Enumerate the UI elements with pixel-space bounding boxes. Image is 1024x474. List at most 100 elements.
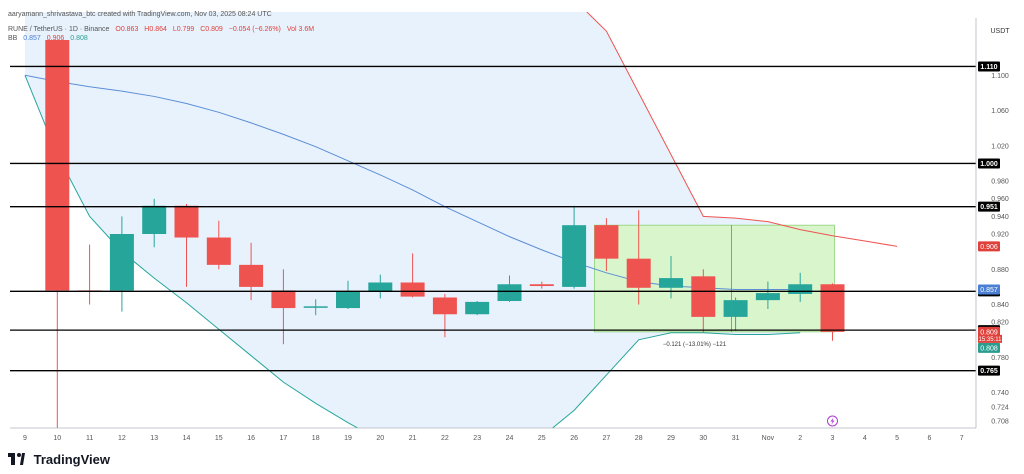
- change-value: −0.054 (−6.26%): [228, 26, 281, 33]
- x-tick-label: 10: [53, 435, 61, 442]
- x-tick-label: 14: [183, 435, 191, 442]
- candle-body: [400, 282, 425, 297]
- level-tag-0.951: 0.951: [978, 201, 1000, 212]
- y-tick-label: 0.740: [991, 390, 1009, 397]
- countdown-bg: [978, 334, 1002, 343]
- candle-20: [368, 274, 393, 299]
- bb-lower-value: 0.808: [70, 35, 88, 42]
- price-tag-0.808: 0.808: [978, 342, 1000, 353]
- y-tick-label: 1.060: [991, 108, 1009, 115]
- candle-11: [77, 244, 102, 305]
- flash-icon-bolt: [830, 417, 835, 425]
- x-tick-label: 13: [150, 435, 158, 442]
- countdown-text: 15:35:11: [979, 337, 1003, 343]
- y-tick-label: 0.960: [991, 196, 1009, 203]
- candle-19: [336, 280, 360, 309]
- x-tick-label: 3: [831, 435, 835, 442]
- price-tag-0.906: 0.906: [978, 241, 1000, 252]
- x-tick-label: 24: [506, 435, 514, 442]
- x-tick-label: 27: [603, 435, 611, 442]
- open-value: O0.863: [115, 26, 139, 33]
- candle-body: [465, 301, 490, 315]
- candle-body: [432, 297, 457, 315]
- x-tick-label: 29: [667, 435, 675, 442]
- y-tick-label: 1.020: [991, 143, 1009, 150]
- level-tag-0.765: 0.765: [978, 365, 1000, 376]
- price-tag-0.857: 0.857: [978, 284, 1000, 295]
- countdown-tag: 15:35:11: [978, 334, 1003, 343]
- candle-26: [562, 205, 587, 289]
- candle-2: [788, 272, 813, 302]
- candle-12: [109, 216, 134, 312]
- candle-body: [174, 205, 199, 238]
- candle-body: [142, 205, 167, 234]
- level-tag-bg: [978, 158, 1000, 169]
- candle-body: [336, 291, 360, 309]
- candle-body: [659, 278, 683, 288]
- candle-17: [271, 269, 296, 345]
- x-tick-label: Nov: [762, 435, 775, 442]
- candle-25: [529, 281, 554, 289]
- y-tick-label: 1.100: [991, 73, 1009, 80]
- measure-label: −0.121 (−13.01%) −121: [663, 342, 727, 348]
- x-tick-label: 15: [215, 435, 223, 442]
- x-tick-label: 4: [863, 435, 867, 442]
- price-tag-text: 0.906: [980, 244, 998, 251]
- candle-body: [303, 306, 328, 308]
- tradingview-logo-icon: [8, 453, 26, 465]
- currency-label: USDT: [990, 28, 1010, 35]
- candle-body: [562, 225, 587, 287]
- volume-value: Vol 3.6M: [286, 26, 315, 33]
- ohlc-legend: RUNE / TetherUS · 1D · Binance O0.863 H0…: [8, 26, 318, 33]
- x-tick-label: 6: [927, 435, 931, 442]
- price-tag-text: 0.808: [980, 345, 998, 352]
- close-value: C0.809: [200, 26, 223, 33]
- y-tick-label: 0.940: [991, 214, 1009, 221]
- price-tag-bg: [978, 326, 1000, 337]
- level-tag-1: 1.000: [978, 158, 1000, 169]
- candle-body: [109, 234, 134, 291]
- candle-21: [400, 253, 425, 298]
- candle-body: [45, 40, 70, 291]
- x-tick-label: 31: [732, 435, 740, 442]
- candle-24: [497, 275, 522, 302]
- y-tick-label: 0.920: [991, 232, 1009, 239]
- price-tag-text: 0.809: [980, 329, 998, 336]
- x-tick-label: 12: [118, 435, 126, 442]
- creator-line: aaryamann_shrivastava_btc created with T…: [8, 11, 272, 18]
- candle-10: [45, 40, 70, 428]
- candle-body: [788, 284, 813, 294]
- candle-body: [271, 290, 296, 309]
- x-tick-label: 11: [86, 435, 93, 442]
- candle-16: [239, 242, 264, 301]
- price-tag-bg: [978, 284, 1000, 295]
- candle-body: [626, 258, 651, 288]
- x-tick-label: 20: [376, 435, 384, 442]
- candle-body: [206, 237, 231, 265]
- x-tick-label: 19: [344, 435, 352, 442]
- x-tick-label: 25: [538, 435, 546, 442]
- price-tag-bg: [978, 342, 1000, 353]
- level-tag-text: 0.765: [980, 368, 998, 375]
- y-tick-label: 0.880: [991, 267, 1009, 274]
- y-tick-label: 0.724: [991, 404, 1009, 411]
- y-tick-label: 0.780: [991, 355, 1009, 362]
- x-tick-label: 23: [473, 435, 481, 442]
- candle-3: [820, 283, 845, 341]
- level-tag-1.11: 1.110: [978, 61, 1000, 72]
- level-tag-bg: [978, 365, 1000, 376]
- candle-body: [723, 300, 748, 317]
- tradingview-brand: TradingView: [8, 452, 110, 467]
- candle-body: [820, 284, 845, 332]
- x-tick-label: 17: [280, 435, 288, 442]
- level-tag-bg: [978, 61, 1000, 72]
- high-value: H0.864: [144, 26, 167, 33]
- candle-body: [691, 276, 716, 317]
- x-tick-label: 5: [895, 435, 899, 442]
- candle-15: [206, 220, 231, 270]
- symbol-label: RUNE / TetherUS · 1D · Binance: [8, 26, 110, 33]
- candle-14: [174, 204, 199, 287]
- bb-upper-value: 0.906: [46, 35, 65, 42]
- x-tick-label: 26: [570, 435, 578, 442]
